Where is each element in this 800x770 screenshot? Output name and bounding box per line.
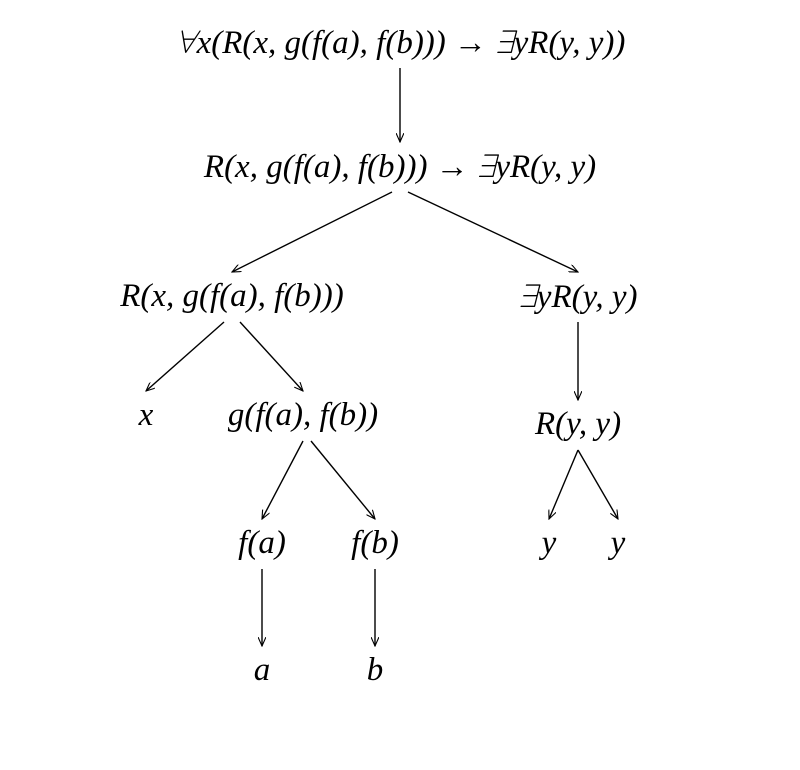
tree-node: R(x, g(f(a), f(b))) → ∃yR(y, y) [204,148,596,188]
tree-node: y [542,525,557,562]
tree-edge [549,450,578,519]
tree-edge [240,322,303,391]
tree-node: f(a) [238,525,286,562]
parse-tree-edges [0,0,800,770]
tree-node: x [139,397,154,434]
tree-edge [232,192,392,272]
tree-edge [408,192,578,272]
tree-edge [578,450,618,519]
tree-edge [311,441,375,519]
tree-edge [262,441,303,519]
tree-node: ∀x(R(x, g(f(a), f(b))) → ∃yR(y, y)) [175,24,626,64]
tree-node: y [611,525,626,562]
tree-node: ∃yR(y, y) [518,278,637,318]
tree-node: R(x, g(f(a), f(b))) [120,278,344,315]
tree-node: f(b) [351,525,399,562]
tree-node: b [367,652,384,689]
tree-node: a [254,652,271,689]
tree-node: R(y, y) [535,406,621,443]
tree-node: g(f(a), f(b)) [228,397,378,434]
tree-edge [146,322,224,391]
